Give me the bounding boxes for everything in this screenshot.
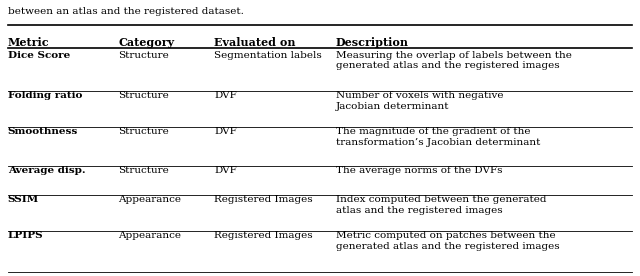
Text: Folding ratio: Folding ratio [8, 91, 82, 100]
Text: DVF: DVF [214, 166, 237, 175]
Text: Structure: Structure [118, 91, 169, 100]
Text: Registered Images: Registered Images [214, 195, 313, 205]
Text: Measuring the overlap of labels between the
generated atlas and the registered i: Measuring the overlap of labels between … [336, 51, 572, 70]
Text: Appearance: Appearance [118, 195, 181, 205]
Text: Structure: Structure [118, 51, 169, 60]
Text: SSIM: SSIM [8, 195, 39, 205]
Text: DVF: DVF [214, 91, 237, 100]
Text: Average disp.: Average disp. [8, 166, 85, 175]
Text: Metric: Metric [8, 37, 49, 48]
Text: The average norms of the DVFs: The average norms of the DVFs [336, 166, 502, 175]
Text: Smoothness: Smoothness [8, 127, 78, 136]
Text: Metric computed on patches between the
generated atlas and the registered images: Metric computed on patches between the g… [336, 231, 559, 251]
Text: Index computed between the generated
atlas and the registered images: Index computed between the generated atl… [336, 195, 547, 215]
Text: The magnitude of the gradient of the
transformation’s Jacobian determinant: The magnitude of the gradient of the tra… [336, 127, 540, 147]
Text: Category: Category [118, 37, 175, 48]
Text: Structure: Structure [118, 127, 169, 136]
Text: Evaluated on: Evaluated on [214, 37, 296, 48]
Text: LPIPS: LPIPS [8, 231, 44, 240]
Text: Registered Images: Registered Images [214, 231, 313, 240]
Text: Segmentation labels: Segmentation labels [214, 51, 322, 60]
Text: Appearance: Appearance [118, 231, 181, 240]
Text: between an atlas and the registered dataset.: between an atlas and the registered data… [8, 7, 244, 16]
Text: Dice Score: Dice Score [8, 51, 70, 60]
Text: Number of voxels with negative
Jacobian determinant: Number of voxels with negative Jacobian … [336, 91, 504, 111]
Text: DVF: DVF [214, 127, 237, 136]
Text: Description: Description [336, 37, 409, 48]
Text: Structure: Structure [118, 166, 169, 175]
